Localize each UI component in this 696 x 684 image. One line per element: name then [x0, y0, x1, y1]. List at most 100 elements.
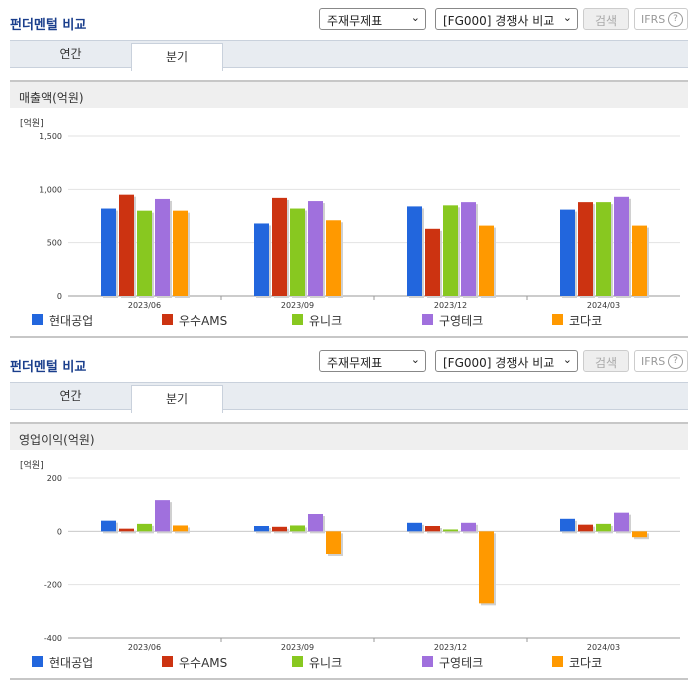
- bar: [461, 522, 476, 532]
- chart-legend: 현대공업 우수AMS 유니크 구영테크 코다코: [0, 312, 696, 328]
- peer-select-value: [FG000] 경쟁사 비교: [443, 14, 555, 28]
- bar: [443, 205, 458, 296]
- bar: [101, 208, 116, 296]
- bar: [596, 523, 611, 532]
- bar: [137, 523, 152, 532]
- bar: [425, 526, 440, 532]
- y-tick-label: 1,000: [39, 185, 62, 194]
- statement-select-value: 주재무제표: [327, 356, 383, 370]
- ifrs-label: IFRS: [641, 355, 666, 368]
- bar: [272, 197, 287, 296]
- bar: [290, 208, 305, 296]
- question-icon: ?: [668, 12, 683, 27]
- x-tick-label: 2023/12: [434, 301, 467, 310]
- x-tick-label: 2023/12: [434, 643, 467, 652]
- panel-header: 펀더멘털 비교 주재무제표 ⌄ [FG000] 경쟁사 비교 ⌄ 검색 IFRS…: [0, 342, 696, 382]
- legend-swatch: [422, 314, 433, 325]
- bar: [119, 528, 134, 532]
- legend-swatch: [32, 656, 43, 667]
- legend-swatch: [292, 314, 303, 325]
- bar: [578, 202, 593, 296]
- panel-header: 펀더멘털 비교 주재무제표 ⌄ [FG000] 경쟁사 비교 ⌄ 검색 IFRS…: [0, 0, 696, 40]
- panel-title: 펀더멘털 비교: [10, 360, 87, 375]
- x-tick-label: 2023/09: [281, 301, 314, 310]
- bar: [632, 531, 647, 538]
- tab-quarterly[interactable]: 분기: [131, 385, 223, 413]
- legend-label: 현대공업: [49, 314, 94, 328]
- bar: [101, 520, 116, 532]
- ifrs-help-button[interactable]: IFRS ?: [634, 350, 688, 372]
- legend-label: 유니크: [309, 656, 343, 670]
- bar: [272, 526, 287, 532]
- bar: [308, 201, 323, 296]
- tab-annual[interactable]: 연간: [59, 389, 82, 403]
- panel-sales: 펀더멘털 비교 주재무제표 ⌄ [FG000] 경쟁사 비교 ⌄ 검색 IFRS…: [0, 0, 696, 338]
- y-tick-label: 1,500: [39, 132, 62, 141]
- legend-label: 코다코: [569, 656, 603, 670]
- x-tick-label: 2023/06: [128, 643, 161, 652]
- sales-bar-chart: [억원] 0 500 1,000 1,500 2023/06 2023/09 2023/12 2…: [20, 117, 680, 310]
- y-tick-label: 0: [57, 527, 62, 536]
- period-tabs: 연간 분기: [10, 382, 688, 413]
- question-icon: ?: [668, 354, 683, 369]
- bar: [479, 225, 494, 296]
- chevron-down-icon: ⌄: [562, 11, 572, 24]
- y-tick-label: 200: [47, 474, 62, 483]
- bar: [326, 531, 341, 554]
- search-button[interactable]: 검색: [583, 8, 629, 30]
- legend-swatch: [32, 314, 43, 325]
- operating-profit-bar-chart: [억원] -400 -200 0 200 2023/06 2023/09 2023/12 202…: [20, 459, 680, 652]
- bar: [443, 529, 458, 532]
- legend-swatch: [552, 314, 563, 325]
- tab-annual[interactable]: 연간: [59, 47, 82, 61]
- statement-select[interactable]: 주재무제표 ⌄: [319, 8, 426, 30]
- bar: [425, 228, 440, 296]
- y-unit-label: [억원]: [20, 117, 44, 129]
- bar: [560, 209, 575, 296]
- panel-title: 펀더멘털 비교: [10, 18, 87, 33]
- x-tick-label: 2023/09: [281, 643, 314, 652]
- legend-label: 유니크: [309, 314, 343, 328]
- bar: [137, 210, 152, 296]
- legend-label: 우수AMS: [179, 656, 228, 670]
- panel-operating-profit: 펀더멘털 비교 주재무제표 ⌄ [FG000] 경쟁사 비교 ⌄ 검색 IFRS…: [0, 342, 696, 684]
- bar: [479, 531, 494, 604]
- bar-shadow: [121, 530, 136, 534]
- bar: [308, 514, 323, 532]
- peer-select-value: [FG000] 경쟁사 비교: [443, 356, 555, 370]
- bar: [560, 518, 575, 532]
- peer-select[interactable]: [FG000] 경쟁사 비교 ⌄: [435, 350, 578, 372]
- bar: [155, 500, 170, 532]
- y-tick-label: -200: [44, 581, 62, 590]
- y-tick-label: 0: [57, 292, 62, 301]
- bar: [173, 525, 188, 532]
- bar: [290, 525, 305, 532]
- legend-swatch: [422, 656, 433, 667]
- x-tick-label: 2024/03: [587, 643, 620, 652]
- peer-select[interactable]: [FG000] 경쟁사 비교 ⌄: [435, 8, 578, 30]
- tab-quarterly[interactable]: 분기: [131, 43, 223, 71]
- bar: [119, 194, 134, 296]
- bar: [578, 524, 593, 532]
- ifrs-label: IFRS: [641, 13, 666, 26]
- bar-shadow: [445, 531, 460, 534]
- search-button[interactable]: 검색: [583, 350, 629, 372]
- legend-label: 구영테크: [439, 314, 484, 328]
- divider: [10, 678, 688, 680]
- chart-subtitle: 매출액(억원): [10, 80, 688, 108]
- bar: [407, 206, 422, 296]
- legend-label: 코다코: [569, 314, 603, 328]
- statement-select-value: 주재무제표: [327, 14, 383, 28]
- chevron-down-icon: ⌄: [562, 353, 572, 366]
- legend-label: 우수AMS: [179, 314, 228, 328]
- ifrs-help-button[interactable]: IFRS ?: [634, 8, 688, 30]
- bar: [614, 512, 629, 532]
- period-tabs: 연간 분기: [10, 40, 688, 71]
- bar: [461, 202, 476, 296]
- divider: [10, 336, 688, 338]
- legend-swatch: [162, 314, 173, 325]
- statement-select[interactable]: 주재무제표 ⌄: [319, 350, 426, 372]
- x-tick-label: 2023/06: [128, 301, 161, 310]
- legend-swatch: [162, 656, 173, 667]
- chevron-down-icon: ⌄: [410, 353, 420, 366]
